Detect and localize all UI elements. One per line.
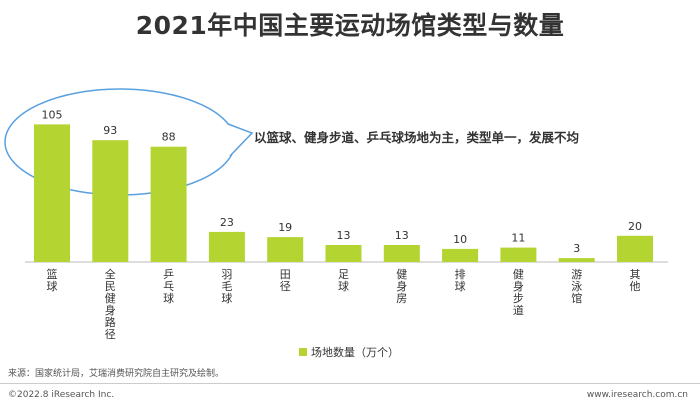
footer-divider [0,383,700,384]
category-label-2: 乓 [163,280,174,293]
category-label-8: 健 [513,268,524,281]
category-label-10: 他 [630,280,641,293]
category-label-8: 道 [513,303,524,317]
category-label-2: 球 [163,291,174,305]
category-label-1: 路 [105,316,116,329]
data-label-10: 20 [628,220,642,233]
category-label-9: 泳 [571,279,582,293]
category-label-3: 球 [221,291,232,305]
data-label-5: 13 [337,229,351,242]
category-label-4: 径 [280,280,291,293]
callout-annotation: 以篮球、健身步道、乒乓球场地为主，类型单一，发展不均 [254,130,580,145]
data-label-1: 93 [103,124,117,137]
data-label-4: 19 [278,221,292,234]
category-label-3: 羽 [221,268,232,281]
category-label-8: 步 [513,292,524,305]
callout-pointer [227,123,254,157]
category-label-6: 身 [396,279,407,293]
category-label-2: 乒 [163,268,174,281]
category-label-3: 毛 [221,280,232,293]
bar-8 [500,247,537,262]
category-label-7: 排 [455,267,466,281]
website: www.iresearch.com.cn [586,390,688,400]
bar-10 [617,235,653,262]
chart-title: 2021年中国主要运动场馆类型与数量 [135,11,565,40]
legend-swatch [299,348,307,356]
bar-6 [383,245,420,262]
data-label-0: 105 [42,108,63,121]
category-label-10: 其 [630,268,641,281]
bar-4 [267,237,304,262]
bar-0 [34,124,70,263]
data-label-6: 13 [395,229,409,242]
bar-1 [92,140,129,262]
data-label-7: 10 [453,233,467,246]
legend-label: 场地数量（万个） [311,346,399,359]
bar-3 [208,231,245,262]
category-label-1: 径 [105,328,116,341]
category-label-5: 足 [338,268,349,281]
category-label-9: 游 [571,268,582,281]
legend: 场地数量（万个） [299,344,399,360]
category-label-0: 球 [47,279,58,293]
data-label-9: 3 [573,242,580,255]
data-label-3: 23 [220,216,234,229]
category-label-4: 田 [280,268,291,281]
source-note: 来源：国家统计局，艾瑞消费研究院自主研究及绘制。 [8,369,225,379]
category-label-6: 房 [396,292,407,305]
bar-9 [558,258,595,262]
category-label-1: 身 [105,303,116,317]
category-label-7: 球 [455,279,466,293]
category-label-5: 球 [338,279,349,293]
category-label-1: 健 [105,292,116,305]
category-label-8: 身 [513,279,524,293]
copyright: ©2022.8 iResearch Inc. [8,390,115,400]
bar-5 [325,245,362,262]
category-label-1: 民 [105,280,116,293]
data-label-2: 88 [162,131,176,144]
category-label-1: 全 [105,267,116,281]
category-label-6: 健 [396,268,407,281]
bar-7 [442,248,479,262]
category-label-0: 篮 [47,267,58,281]
data-label-8: 11 [511,232,525,245]
category-label-9: 馆 [571,291,582,305]
bar-2 [150,146,187,262]
